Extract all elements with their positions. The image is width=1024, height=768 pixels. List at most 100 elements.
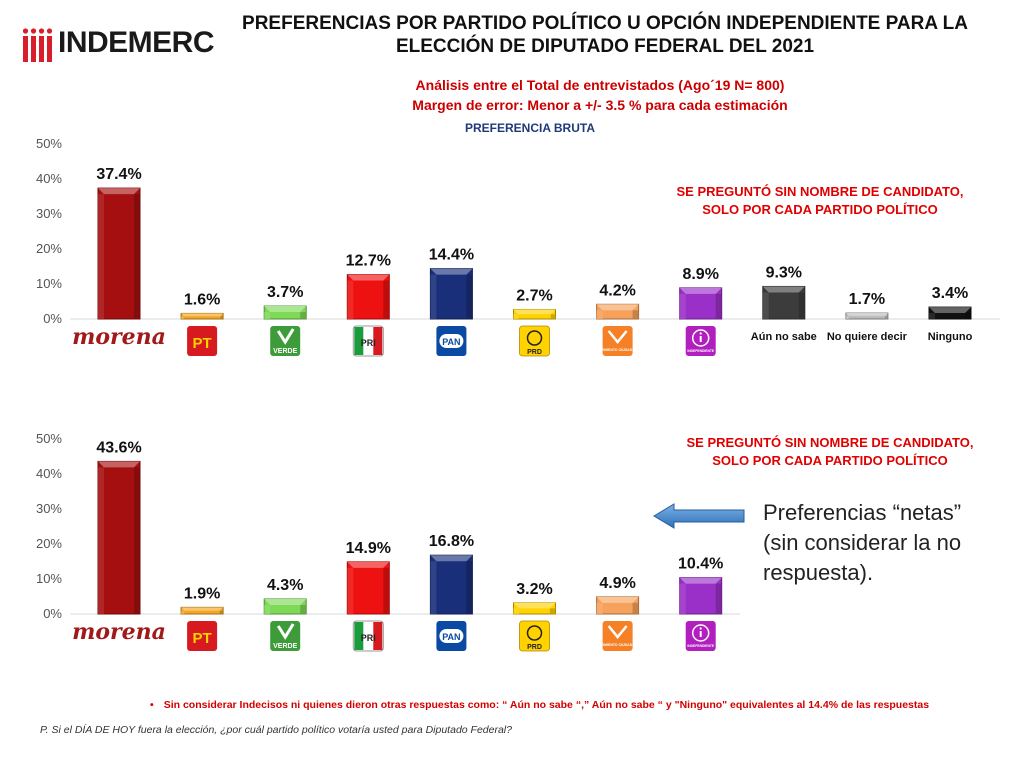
title-line-1: PREFERENCIAS POR PARTIDO POLÍTICO U OPCI…	[242, 13, 968, 34]
party-logo-mc-icon: MOVIMIENTO CIUDADANO	[595, 621, 640, 651]
bar-top-bevel	[181, 607, 224, 611]
bar-1	[180, 312, 224, 320]
y-tick-label: 20%	[36, 536, 62, 551]
data-label-0: 37.4%	[96, 166, 141, 183]
bar-3	[346, 561, 390, 615]
bar-body	[429, 268, 473, 320]
bar-left-bevel	[845, 316, 849, 319]
party-logo-mc-icon: MOVIMIENTO CIUDADANO	[595, 326, 640, 356]
bar-top-bevel	[929, 307, 971, 314]
y-tick-label: 30%	[36, 501, 62, 516]
category-label-3: PRI	[361, 338, 376, 348]
category-label-2: VERDE	[273, 348, 297, 355]
bar-right-bevel	[300, 312, 307, 319]
category-label-4: PAN	[442, 337, 460, 347]
chart2-annotation-line-2: SOLO POR CADA PARTIDO POLÍTICO	[712, 453, 948, 468]
netas-line-2: (sin considerar la no	[763, 530, 962, 555]
bar-right-bevel	[220, 316, 224, 319]
bar-top-bevel	[679, 287, 722, 294]
data-label-9: 1.7%	[849, 291, 885, 308]
category-label-6: MOVIMIENTO CIUDADANO	[595, 643, 640, 647]
bar-3	[346, 274, 390, 320]
chart-preferencias-netas: 0% 10% 20% 30% 40% 50% 43.6% morena 1.9% PT 4.3% VE…	[36, 431, 740, 652]
chart-preferencia-bruta: 0% 10% 20% 30% 40% 50% 37.4% morena 1.6% PT 3.7% VE…	[36, 136, 1000, 357]
bar-top-bevel	[679, 577, 722, 584]
party-logo-prd-icon: PRD	[519, 620, 550, 652]
bar-body	[679, 577, 723, 615]
y-tick-label: 30%	[36, 206, 62, 221]
bar-0	[97, 187, 141, 320]
y-tick-label: 20%	[36, 241, 62, 256]
data-label-6: 4.9%	[599, 575, 635, 592]
bar-left-bevel	[596, 602, 603, 614]
category-label-5: PRD	[527, 349, 542, 356]
y-tick-label: 50%	[36, 136, 62, 151]
category-label-1: PT	[193, 630, 212, 647]
bar-right-bevel	[300, 604, 307, 614]
chart1-annotation: SE PREGUNTÓ SIN NOMBRE DE CANDIDATO, SOL…	[630, 183, 1010, 219]
bar-top-bevel	[347, 274, 390, 281]
bar-5	[513, 602, 556, 615]
netas-line-3: respuesta).	[763, 560, 874, 585]
bar-left-bevel	[430, 561, 437, 614]
bar-right-bevel	[715, 293, 722, 319]
party-logo-pan-icon: PAN	[436, 621, 467, 651]
bar-left-bevel	[181, 316, 184, 319]
category-label-1: PT	[193, 335, 212, 352]
bar-left-bevel	[181, 610, 185, 614]
data-label-5: 2.7%	[516, 288, 552, 305]
bar-2	[263, 598, 307, 615]
data-label-0: 43.6%	[96, 439, 141, 456]
footnote-text: Sin considerar Indecisos ni quienes dier…	[163, 699, 930, 711]
y-tick-label: 10%	[36, 276, 62, 291]
bar-top-bevel	[98, 188, 140, 195]
bar-right-bevel	[550, 314, 556, 319]
netas-line-1: Preferencias “netas”	[763, 500, 962, 525]
party-logo-independiente-icon: INDEPENDIENTE	[685, 621, 716, 651]
bar-left-bevel	[929, 313, 935, 319]
bar-left-bevel	[596, 310, 603, 319]
data-label-1: 1.9%	[184, 585, 220, 602]
y-tick-label: 0%	[43, 311, 62, 326]
category-label-0: morena	[72, 324, 166, 350]
footnote: • Sin considerar Indecisos ni quienes die…	[150, 699, 929, 711]
subtitle-line-2: Margen de error: Menor a +/- 3.5 % para …	[412, 97, 788, 113]
category-label-8: Aún no sabe	[751, 331, 817, 343]
bar-top-bevel	[430, 268, 473, 275]
bar-top-bevel	[264, 598, 307, 605]
party-logo-pri-icon: PRI	[352, 325, 384, 357]
party-logo-pan-icon: PAN	[436, 326, 467, 356]
logo-text: INDEMERC	[58, 26, 215, 59]
category-label-10: Ninguno	[928, 331, 973, 343]
bar-body	[97, 460, 141, 615]
bar-top-bevel	[845, 313, 888, 317]
bar-right-bevel	[632, 602, 639, 614]
data-label-7: 8.9%	[682, 266, 718, 283]
data-label-4: 16.8%	[429, 533, 474, 550]
category-label-0: morena	[72, 619, 166, 645]
data-label-2: 3.7%	[267, 284, 303, 301]
chart1-annotation-line-2: SOLO POR CADA PARTIDO POLÍTICO	[702, 202, 938, 217]
party-logo-pri-icon: PRI	[352, 620, 384, 652]
bar-6	[596, 303, 640, 320]
bar-right-bevel	[715, 583, 722, 614]
bar-body	[346, 274, 390, 320]
y-tick-label: 40%	[36, 171, 62, 186]
bar-top-bevel	[596, 596, 639, 603]
indemerc-logo: INDEMERC	[22, 26, 215, 68]
bar-right-bevel	[798, 292, 805, 319]
bar-top-bevel	[430, 555, 473, 562]
chart2-annotation: SE PREGUNTÓ SIN NOMBRE DE CANDIDATO, SOL…	[640, 434, 1020, 470]
bar-right-bevel	[219, 610, 224, 614]
bar-5	[513, 309, 556, 320]
bar-body	[346, 561, 390, 615]
party-logo-independiente-icon: INDEPENDIENTE	[685, 326, 716, 356]
bar-left-bevel	[513, 608, 520, 614]
bar-right-bevel	[134, 194, 140, 319]
bar-left-bevel	[430, 274, 437, 319]
y-tick-label: 40%	[36, 466, 62, 481]
party-logo-prd-icon: PRD	[519, 325, 550, 357]
subtitle: Análisis entre el Total de entrevistados…	[300, 75, 900, 115]
bar-7	[679, 287, 723, 320]
bar-left-bevel	[679, 583, 686, 614]
